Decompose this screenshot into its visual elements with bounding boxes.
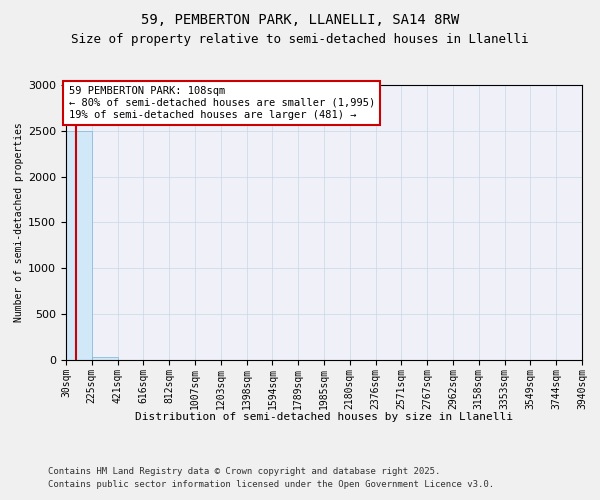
Text: 59, PEMBERTON PARK, LLANELLI, SA14 8RW: 59, PEMBERTON PARK, LLANELLI, SA14 8RW	[141, 12, 459, 26]
Text: Contains HM Land Registry data © Crown copyright and database right 2025.: Contains HM Land Registry data © Crown c…	[48, 467, 440, 476]
Bar	[66, 131, 92, 360]
Text: 59 PEMBERTON PARK: 108sqm
← 80% of semi-detached houses are smaller (1,995)
19% : 59 PEMBERTON PARK: 108sqm ← 80% of semi-…	[68, 86, 375, 120]
Text: Size of property relative to semi-detached houses in Llanelli: Size of property relative to semi-detach…	[71, 32, 529, 46]
X-axis label: Distribution of semi-detached houses by size in Llanelli: Distribution of semi-detached houses by …	[135, 412, 513, 422]
Text: Contains public sector information licensed under the Open Government Licence v3: Contains public sector information licen…	[48, 480, 494, 489]
Y-axis label: Number of semi-detached properties: Number of semi-detached properties	[14, 122, 24, 322]
Bar	[92, 357, 118, 360]
